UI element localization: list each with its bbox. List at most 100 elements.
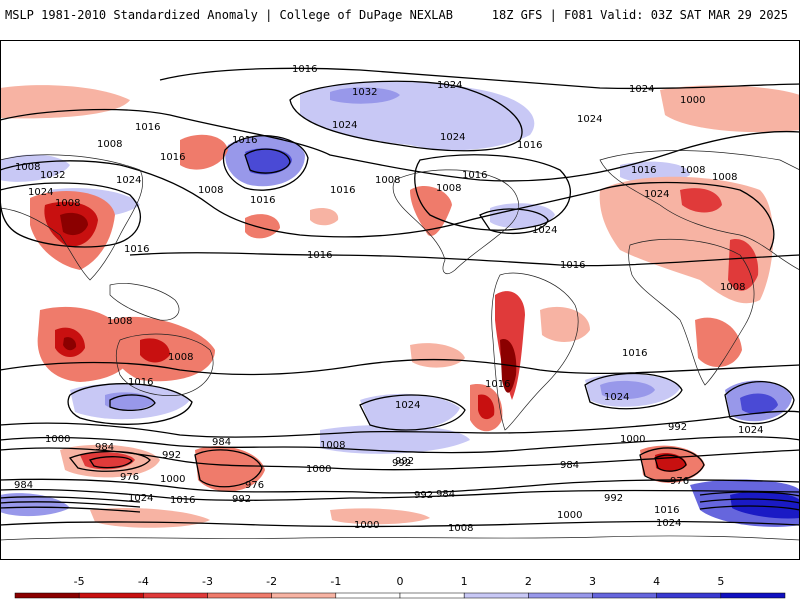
isobar-line: [0, 520, 800, 528]
negative-anomaly-region: [330, 508, 430, 525]
isobar-line: [0, 410, 800, 438]
isobar-label: 1024: [738, 425, 763, 436]
isobar-label: 1016: [124, 244, 149, 255]
positive-anomaly-region: [0, 493, 70, 517]
south-america-outline: [491, 272, 579, 431]
isobar-label: 1032: [40, 170, 65, 181]
isobar-label: 1008: [97, 139, 122, 150]
negative-anomaly-region: [310, 208, 339, 226]
isobar-label: 1016: [330, 185, 355, 196]
negative-anomaly-region: [660, 85, 800, 133]
isobar-line: [599, 181, 775, 251]
colorbar-swatches: [14, 592, 786, 599]
isobar-line: [0, 160, 601, 238]
map-title: MSLP 1981-2010 Standardized Anomaly | Co…: [5, 8, 453, 22]
isobar-label: 1016: [307, 250, 332, 261]
colorbar-swatch: [14, 592, 80, 599]
colorbar-swatch: [399, 592, 465, 599]
isobar-line: [414, 154, 571, 231]
isobar-line: [359, 394, 466, 431]
isobar-label: 1016: [160, 152, 185, 163]
isobar-label: 1016: [462, 170, 487, 181]
colorbar-tick-label: 4: [653, 575, 660, 588]
isobar-label: 1008: [680, 165, 705, 176]
colorbar-swatch: [720, 592, 786, 599]
isobar-label: 1024: [116, 175, 141, 186]
colorbar-tick-label: -1: [330, 575, 341, 588]
isobar-label: 1016: [560, 260, 585, 271]
isobar-label: 1024: [332, 120, 357, 131]
isobar-line: [584, 372, 683, 410]
isobar-label: 1008: [712, 172, 737, 183]
isobar-line: [289, 80, 523, 152]
colorbar-tick-label: 0: [397, 575, 404, 588]
isobar-label: 1024: [440, 132, 465, 143]
negative-anomaly-region: [180, 134, 228, 170]
isobar-line: [654, 454, 687, 472]
isobar-labels: 1016 1032 1024 1024 1024 1000 1016 1024 …: [14, 64, 763, 534]
isobar-line: [222, 135, 309, 191]
isobar-label: 992: [395, 456, 414, 467]
australia-outline: [115, 333, 214, 396]
isobar-label: 1016: [170, 495, 195, 506]
colorbar-tick-label: 1: [461, 575, 468, 588]
isobar-label: 1016: [485, 379, 510, 390]
isobar-line: [0, 108, 800, 182]
isobar-label: 1008: [375, 175, 400, 186]
colorbar-swatch: [463, 592, 529, 599]
coastlines: [0, 150, 800, 541]
isobar-label: 976: [670, 476, 689, 487]
eurasia-outline: [599, 150, 800, 271]
isobar-label: 984: [95, 442, 114, 453]
isobar-label: 1024: [437, 80, 462, 91]
isobar-label: 1000: [354, 520, 379, 531]
isobar-label: 1016: [292, 64, 317, 75]
isobar-line: [0, 501, 141, 508]
isobar-label: 1000: [306, 464, 331, 475]
isobar-label: 1000: [680, 95, 705, 106]
isobar-label: 992: [162, 450, 181, 461]
isobar-label: 1008: [55, 198, 80, 209]
isobar-label: 1016: [128, 377, 153, 388]
negative-anomaly-region: [245, 214, 280, 239]
isobar-label: 1008: [436, 183, 461, 194]
colorbar-tick-label: 2: [525, 575, 532, 588]
colorbar-tick-label: -5: [74, 575, 85, 588]
isobar-label: 992: [668, 422, 687, 433]
isobar-label: 1008: [448, 523, 473, 534]
isobar-label: 1008: [720, 282, 745, 293]
positive-anomaly-region: [740, 393, 778, 415]
isobar-line: [699, 505, 800, 511]
maritime-continent-outline: [109, 283, 180, 321]
isobar-line: [479, 208, 549, 235]
isobar-label: 1024: [629, 84, 654, 95]
isobar-label: 1016: [517, 140, 542, 151]
isobar-line: [109, 394, 156, 411]
isobar-line: [724, 381, 795, 425]
isobar-label: 1008: [198, 185, 223, 196]
positive-anomaly-region: [330, 87, 400, 104]
colorbar-swatch: [207, 592, 272, 599]
isobar-label: 1008: [320, 440, 345, 451]
isobar-label: 984: [212, 437, 231, 448]
isobar-label: 1000: [557, 510, 582, 521]
negative-anomaly-region: [410, 343, 465, 368]
isobar-label: 992: [604, 493, 623, 504]
isobar-label: 1024: [395, 400, 420, 411]
africa-outline: [628, 238, 755, 386]
model-run-info: 18Z GFS | F081 Valid: 03Z SAT MAR 29 202…: [491, 8, 788, 22]
isobar-label: 976: [120, 472, 139, 483]
colorbar-tick-label: -2: [266, 575, 277, 588]
isobar-line: [0, 358, 800, 376]
positive-anomaly-region: [360, 393, 460, 430]
isobar-label: 1024: [28, 187, 53, 198]
isobar-label: 984: [560, 460, 579, 471]
isobar-label: 984: [436, 489, 455, 500]
isobar-label: 1024: [532, 225, 557, 236]
isobar-line: [68, 450, 151, 472]
colorbar-tick-label: 5: [717, 575, 724, 588]
colorbar-swatch: [592, 592, 657, 599]
isobar-line: [0, 496, 141, 503]
isobar-line: [159, 67, 800, 90]
isobar-label: 1000: [45, 434, 70, 445]
